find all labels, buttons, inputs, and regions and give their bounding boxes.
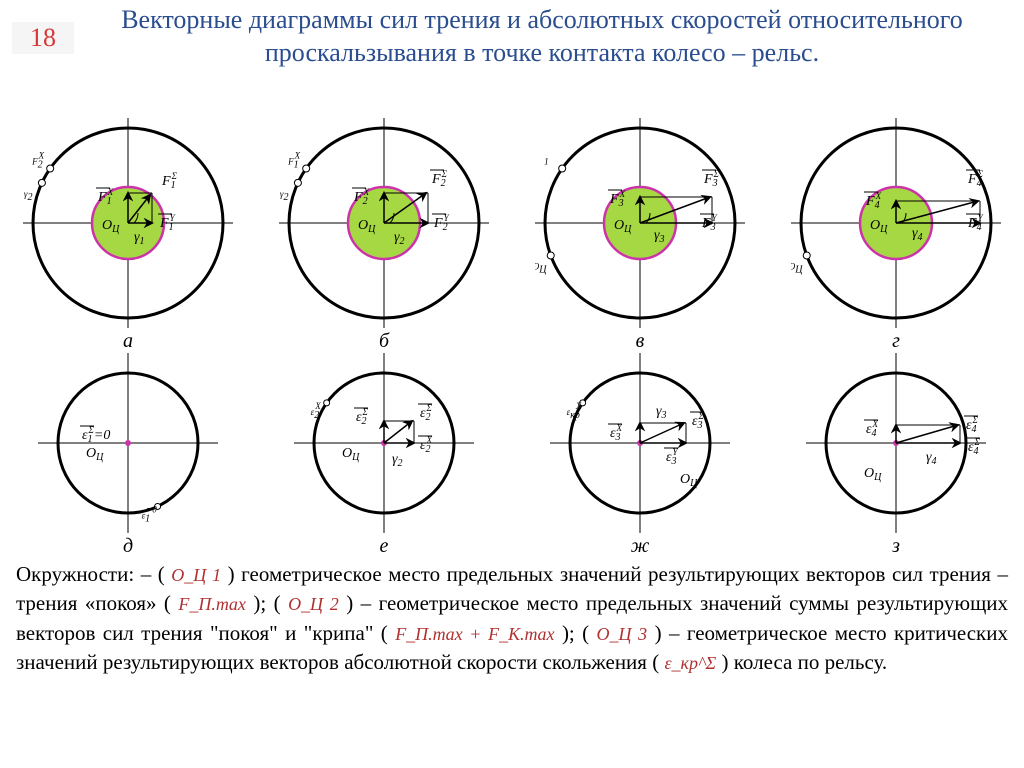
svg-text:OЦ: OЦ [86,446,104,463]
svg-text:γ2: γ2 [280,189,289,203]
svg-text:OЦ: OЦ [864,466,882,483]
slide-number: 18 [12,22,74,54]
svg-text:γ2: γ2 [24,189,33,203]
diagram-g: OЦF4ΣF4XF4Yγ4OЦ [791,118,1001,328]
diagram-d: ε1Σ=0OЦ ε1=0 [38,353,218,533]
cell-v: OЦF3ΣF3XF3Yγ31OЦ в [512,118,768,353]
svg-text:OЦ: OЦ [680,472,698,489]
diagram-v: OЦF3ΣF3XF3Yγ31OЦ [535,118,745,328]
svg-text:ε4Σ: ε4Σ [968,437,981,457]
label-d: д [123,535,133,558]
svg-text:ε2Σ: ε2Σ [420,403,433,423]
cell-d: ε1Σ=0OЦ ε1=0 д [0,353,256,558]
label-a: а [123,330,133,353]
svg-text:OЦ: OЦ [535,261,547,275]
svg-text:F4Y: F4Y [967,213,984,233]
svg-text:γ2: γ2 [392,452,403,469]
svg-text:γ3: γ3 [656,404,667,421]
label-b: б [379,330,389,353]
label-zh: ж [631,535,650,558]
svg-text:ε1Σ=0: ε1Σ=0 [82,425,110,445]
cell-a: OЦF1ΣF1XF1Yγ1F2Xγ2 а [0,118,256,353]
svg-text:γ4: γ4 [926,450,937,467]
svg-text:F2Y: F2Y [433,213,450,233]
svg-text:ε4Σ: ε4Σ [966,415,979,435]
svg-text:F2X: F2X [31,151,45,171]
svg-text:ε3X: ε3X [610,423,623,443]
diagram-grid: OЦF1ΣF1XF1Yγ1F2Xγ2 а OЦF2ΣF2XF2Yγ2F1Xγ2 … [0,118,1024,558]
slide-title: Векторные диаграммы сил трения и абсолют… [90,4,994,69]
svg-text:F2X: F2X [353,187,370,207]
caption-text: Окружности: – ( O_Ц 1 ) геометрическое м… [16,560,1008,678]
svg-text:F4Σ: F4Σ [967,169,984,189]
svg-text:F4X: F4X [865,191,882,211]
label-v: в [636,330,645,353]
cell-zh: OЦ ε3Σ ε3X ε3Y γ3 εкрX ж [512,353,768,558]
label-z: з [892,535,900,558]
cell-e: OЦε2Σε2Σε2Xγ2ε2X е [256,353,512,558]
cell-b: OЦF2ΣF2XF2Yγ2F1Xγ2 б [256,118,512,353]
svg-text:F3X: F3X [609,189,626,209]
svg-text:F2Σ: F2Σ [431,169,448,189]
svg-text:F1X: F1X [97,187,114,207]
diagram-z: OЦ ε4Σ ε4X ε4Σ γ4 [806,353,986,533]
svg-text:ε2X: ε2X [420,435,433,455]
diagram-e: OЦε2Σε2Σε2Xγ2ε2X [294,353,474,533]
label-e: е [380,535,389,558]
svg-text:1: 1 [544,157,549,167]
cell-g: OЦF4ΣF4XF4Yγ4OЦ г [768,118,1024,353]
svg-text:ε2Σ: ε2Σ [356,407,369,427]
svg-text:ε3Σ: ε3Σ [692,411,705,431]
diagram-zh: OЦ ε3Σ ε3X ε3Y γ3 εкрX [550,353,730,533]
svg-text:F3Y: F3Y [701,213,718,233]
svg-text:F1Y: F1Y [159,213,176,233]
svg-text:ε3Y: ε3Y [666,447,679,467]
diagram-b: OЦF2ΣF2XF2Yγ2F1Xγ2 [279,118,489,328]
slide-page: 18 Векторные диаграммы сил трения и абсо… [0,0,1024,768]
svg-text:F1X: F1X [287,151,301,171]
svg-text:OЦ: OЦ [342,446,360,463]
svg-text:ε4X: ε4X [866,419,879,439]
svg-text:F1Σ: F1Σ [161,171,178,191]
label-g: г [892,330,900,353]
diagram-a: OЦF1ΣF1XF1Yγ1F2Xγ2 [23,118,233,328]
svg-text:OЦ: OЦ [791,261,803,275]
svg-text:F3Σ: F3Σ [703,169,720,189]
svg-text:εкрX: εкрX [567,401,582,421]
cell-z: OЦ ε4Σ ε4X ε4Σ γ4 з [768,353,1024,558]
svg-text:ε1=0: ε1=0 [142,504,158,524]
